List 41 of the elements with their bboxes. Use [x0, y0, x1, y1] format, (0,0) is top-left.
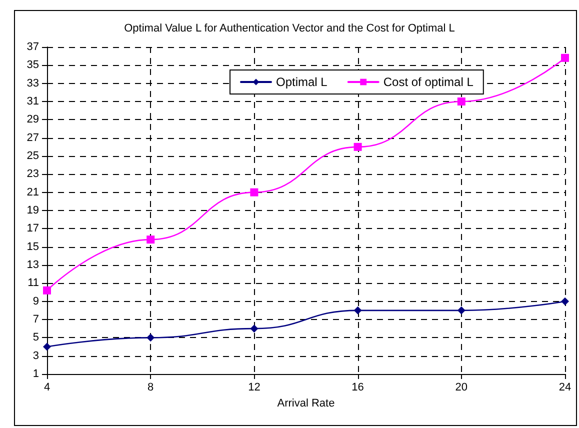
y-tick-label: 23 [26, 168, 39, 180]
point [146, 334, 155, 342]
y-tick-label: 13 [26, 259, 39, 271]
x-tick-label: 12 [248, 382, 260, 394]
x-tick-label: 4 [44, 382, 50, 394]
y-tick-label: 33 [26, 77, 39, 90]
y-tick-label: 29 [26, 114, 39, 126]
y-tick-label: 17 [26, 222, 39, 235]
point [43, 286, 51, 294]
y-tick-label: 5 [32, 332, 39, 344]
legend-label: Cost of optimal L [383, 75, 474, 89]
x-axis-title: Arrival Rate [277, 397, 335, 410]
x-tick-label: 24 [558, 382, 572, 394]
y-tick-label: 37 [26, 41, 39, 53]
point [250, 188, 258, 196]
point [250, 324, 258, 333]
y-tick-label: 9 [32, 295, 39, 308]
chart-title: Optimal Value L for Authentication Vector and the Cost for Optimal L [124, 22, 455, 34]
x-tick-label: 8 [148, 382, 154, 394]
point [457, 306, 466, 314]
y-tick-label: 21 [26, 186, 39, 198]
legend-label: Optimal L [276, 75, 328, 89]
point [354, 306, 362, 314]
y-tick-label: 1 [32, 368, 39, 380]
y-tick-label: 19 [26, 204, 39, 216]
y-tick-label: 15 [26, 240, 39, 253]
point [354, 142, 362, 151]
point [146, 236, 155, 244]
x-tick-label: 16 [352, 382, 364, 394]
point [561, 54, 569, 62]
y-tick-label: 27 [26, 132, 39, 144]
x-tick-label: 20 [455, 382, 468, 394]
y-tick-label: 7 [32, 314, 39, 326]
y-tick-label: 35 [26, 59, 39, 72]
y-tick-label: 25 [26, 150, 39, 162]
point [43, 342, 51, 351]
y-tick-label: 11 [28, 277, 39, 290]
y-tick-label: 3 [32, 350, 39, 362]
point [457, 98, 466, 106]
point [561, 297, 569, 306]
y-tick-label: 31 [26, 96, 39, 108]
